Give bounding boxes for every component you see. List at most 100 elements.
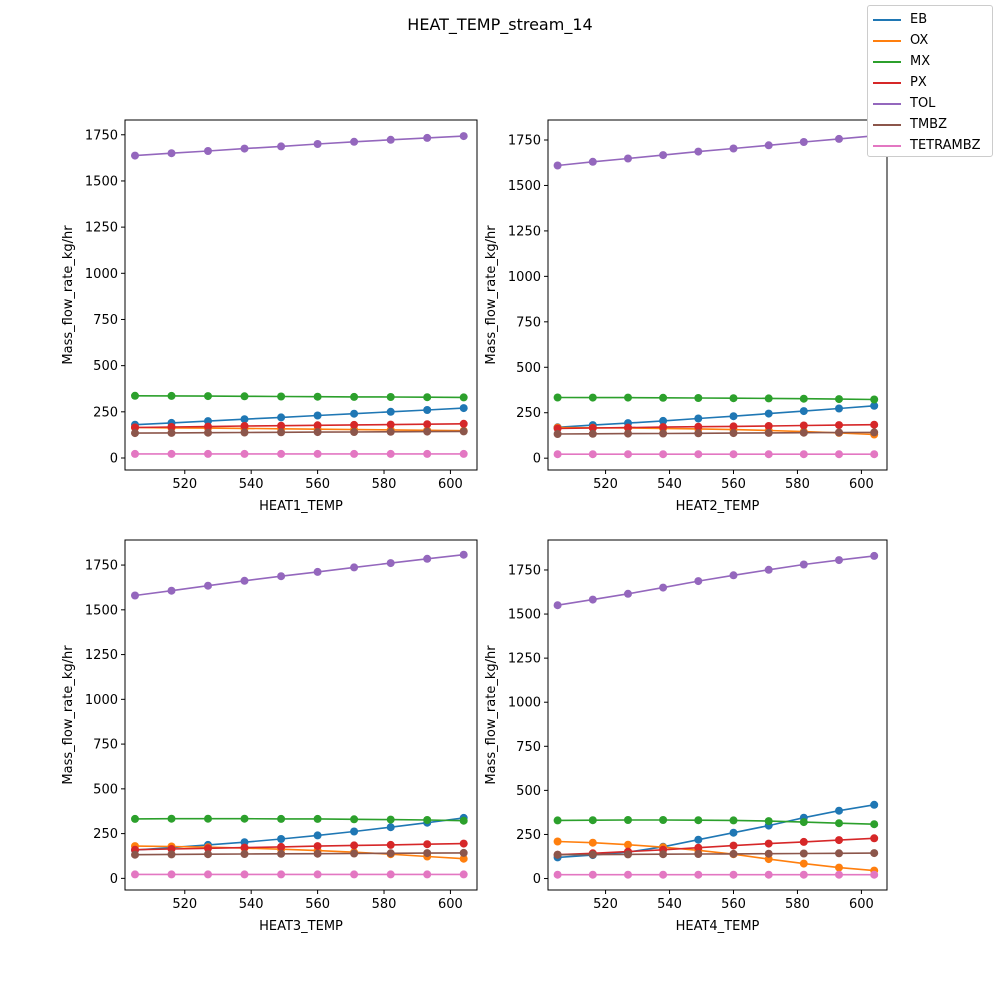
data-point xyxy=(659,870,668,879)
data-point xyxy=(624,850,632,859)
data-point xyxy=(624,423,632,432)
data-point xyxy=(459,404,468,413)
data-point xyxy=(729,422,738,431)
series-line-EB xyxy=(557,804,875,859)
x-tick-label: 580 xyxy=(785,897,810,912)
x-tick-label: 520 xyxy=(172,477,197,492)
x-tick-label: 540 xyxy=(239,477,264,492)
y-tick-label: 250 xyxy=(516,406,541,421)
data-point xyxy=(553,850,562,859)
data-point xyxy=(277,413,286,422)
data-point xyxy=(423,406,432,414)
legend-label: MX xyxy=(910,54,931,69)
figure-title: HEAT_TEMP_stream_14 xyxy=(407,15,593,34)
series-line-PX xyxy=(557,837,875,856)
data-point xyxy=(870,849,879,858)
legend-swatch xyxy=(873,102,901,105)
y-tick-label: 1750 xyxy=(85,128,118,143)
data-point xyxy=(459,854,468,863)
data-point xyxy=(799,870,808,879)
x-tick-label: 540 xyxy=(657,477,682,492)
subplot-3: 520 540 560 580 600 0 250 500 750 1000 1250 1500 175… xyxy=(61,539,478,934)
data-point xyxy=(764,141,773,150)
data-point xyxy=(131,391,139,400)
data-point xyxy=(386,815,395,824)
x-tick-label: 580 xyxy=(372,897,397,912)
data-point xyxy=(167,428,176,437)
series-line-PX xyxy=(134,842,464,851)
data-point xyxy=(459,839,468,848)
data-point xyxy=(204,428,212,437)
legend-item: EB xyxy=(873,9,992,30)
data-point xyxy=(553,161,562,170)
legend-swatch xyxy=(873,81,901,84)
data-point xyxy=(423,449,432,458)
data-point xyxy=(423,849,432,858)
data-point xyxy=(240,144,249,153)
legend-item: TOL xyxy=(873,93,992,114)
series-line-TMBZ xyxy=(557,852,875,856)
legend-item: TETRAMBZ xyxy=(873,135,992,156)
data-point xyxy=(870,395,879,404)
series-line-MX xyxy=(557,819,875,825)
y-tick-label: 750 xyxy=(93,738,118,753)
data-point xyxy=(659,423,668,432)
data-point xyxy=(350,449,359,458)
data-point xyxy=(799,849,808,858)
data-point xyxy=(386,135,395,144)
data-point xyxy=(277,428,286,437)
data-point xyxy=(167,149,176,158)
y-tick-label: 500 xyxy=(516,784,541,799)
data-point xyxy=(313,411,322,420)
data-point xyxy=(459,393,468,402)
data-point xyxy=(131,850,139,859)
data-point xyxy=(423,554,432,563)
data-point xyxy=(764,409,773,418)
data-point xyxy=(870,420,879,429)
data-point xyxy=(659,816,668,824)
y-tick-label: 1750 xyxy=(508,134,541,149)
y-tick-label: 0 xyxy=(533,872,541,887)
data-point xyxy=(729,450,738,459)
data-point xyxy=(277,842,286,851)
data-point xyxy=(459,550,468,559)
data-point xyxy=(870,834,879,843)
data-point xyxy=(277,814,286,823)
data-point xyxy=(204,850,212,859)
data-point xyxy=(799,837,808,846)
data-point xyxy=(240,814,249,823)
data-point xyxy=(588,424,597,432)
data-point xyxy=(167,391,176,400)
data-point xyxy=(240,870,249,879)
data-point xyxy=(659,850,668,859)
data-point xyxy=(313,814,322,823)
y-tick-label: 500 xyxy=(93,359,118,374)
x-axis-label: HEAT4_TEMP xyxy=(676,919,760,934)
data-point xyxy=(350,563,359,572)
data-point xyxy=(386,420,395,429)
y-tick-label: 1500 xyxy=(85,174,118,189)
data-point xyxy=(694,429,703,438)
data-point xyxy=(835,863,843,872)
data-point xyxy=(764,817,773,826)
data-point xyxy=(624,393,632,402)
legend-swatch xyxy=(873,144,901,147)
data-point xyxy=(835,404,843,413)
legend-label: TOL xyxy=(910,96,936,111)
data-point xyxy=(659,450,668,459)
y-tick-label: 1250 xyxy=(508,652,541,667)
x-axis-label: HEAT1_TEMP xyxy=(259,499,343,514)
legend-label: EB xyxy=(910,12,928,27)
data-point xyxy=(659,393,668,402)
data-point xyxy=(240,428,249,437)
y-axis-label: Mass_flow_rate_kg/hr xyxy=(61,645,76,785)
legend-item: OX xyxy=(873,30,992,51)
x-tick-label: 600 xyxy=(849,897,874,912)
legend-label: PX xyxy=(910,75,927,90)
data-point xyxy=(764,849,773,858)
data-point xyxy=(553,393,562,402)
data-point xyxy=(240,422,249,430)
data-point xyxy=(386,870,395,879)
data-point xyxy=(764,428,773,437)
